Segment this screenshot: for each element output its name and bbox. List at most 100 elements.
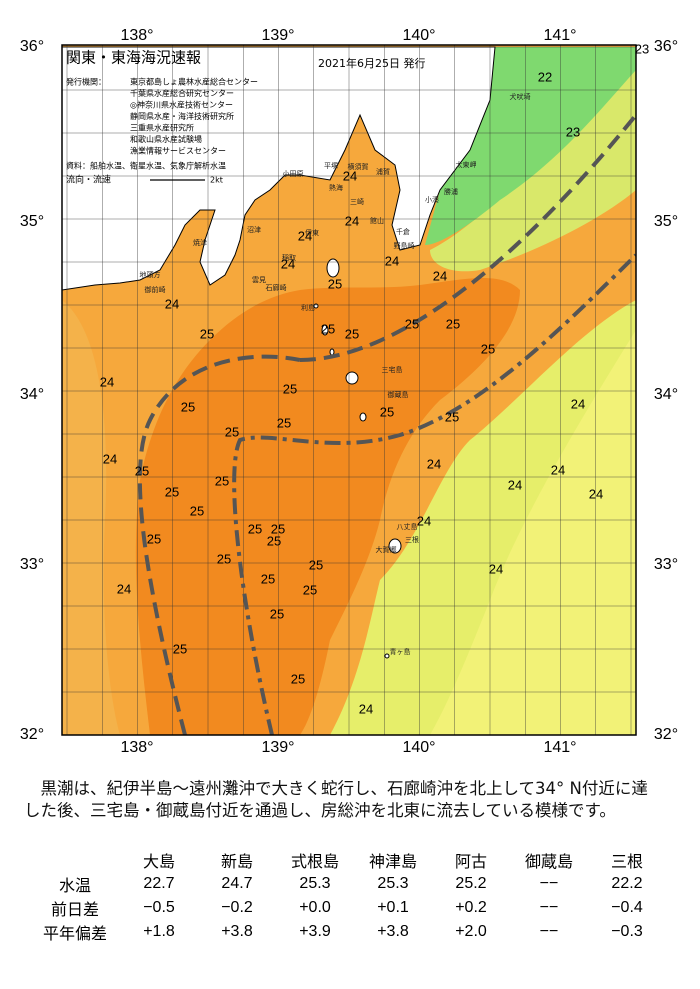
latitude-label: 33° (20, 556, 44, 573)
temperature-label: 24 (298, 228, 312, 243)
longitude-label: 139° (261, 27, 294, 44)
column-header: 式根島 (290, 854, 339, 871)
source: 資料：船舶水温、衛星水温、気象庁解析水温 (66, 161, 226, 171)
temperature-label: 24 (427, 456, 441, 471)
issuer: 千葉県水産総合研究センター (130, 88, 234, 98)
place-name: 伊東 (305, 228, 319, 237)
table-cell: −0.4 (611, 899, 643, 916)
place-name: 勝浦 (444, 187, 458, 196)
temperature-label: 25 (135, 463, 149, 478)
longitude-label: 139° (261, 739, 294, 756)
table-cell: 25.2 (455, 875, 487, 892)
temperature-label: 24 (100, 374, 114, 389)
table-cell: +0.1 (377, 899, 409, 916)
place-name: 青ヶ島 (390, 647, 411, 656)
table-cell: 24.7 (221, 875, 253, 892)
table-header: 大島 新島 式根島 神津島 阿古 御蔵島 三根 (30, 848, 666, 872)
row-header: 水温 (58, 878, 91, 895)
temperature-label: 25 (225, 424, 239, 439)
latitude-label: 32° (654, 726, 678, 743)
table-cell: 22.2 (611, 875, 643, 892)
table-cell: +0.0 (299, 899, 331, 916)
place-name: 犬吠埼 (510, 92, 531, 101)
latitude-label: 32° (20, 726, 44, 743)
temperature-label: 25 (283, 381, 297, 396)
corner-cell (30, 848, 120, 872)
temperature-label: 24 (433, 268, 447, 283)
place-name: 横須賀 (348, 162, 369, 171)
temperature-label: 23 (566, 124, 580, 139)
longitude-label: 141° (543, 27, 576, 44)
map-frame (61, 44, 637, 736)
temperature-table: 大島 新島 式根島 神津島 阿古 御蔵島 三根 水温 22.7 24.7 25.3 25.3 25.2 −… (30, 848, 666, 944)
temperature-label: 25 (217, 551, 231, 566)
temperature-label: 25 (147, 531, 161, 546)
place-name: 太東岬 (456, 160, 477, 169)
issuer: 静岡県水産・海洋技術研究所 (130, 111, 234, 121)
temperature-label: 25 (173, 641, 187, 656)
place-name: 三崎 (350, 197, 364, 206)
column-header: 阿古 (454, 854, 487, 871)
temperature-label: 24 (281, 256, 295, 271)
temperature-label: 25 (309, 557, 323, 572)
temperature-label: 25 (270, 606, 284, 621)
temperature-label: 25 (277, 415, 291, 430)
issuer: 東京都島しょ農林水産総合センター (130, 77, 258, 87)
temperature-label: 24 (551, 462, 565, 477)
latitude-label: 36° (654, 38, 678, 55)
map-title: 関東・東海海況速報 (66, 49, 201, 67)
place-name: 御蔵島 (388, 390, 409, 399)
issuer: 三重県水産研究所 (130, 123, 194, 133)
place-name: 小田原 (283, 169, 304, 178)
place-name: 焼津 (193, 238, 207, 247)
temperature-label: 25 (248, 521, 262, 536)
table-cell: +2.0 (455, 923, 487, 940)
table-row: 平年偏差 +1.8 +3.8 +3.9 +3.8 +2.0 −− −0.3 (30, 920, 666, 944)
temperature-label: 25 (291, 671, 305, 686)
temperature-label: 25 (481, 341, 495, 356)
table-cell: 25.3 (377, 875, 409, 892)
place-name: 利島 (301, 303, 315, 312)
temperature-label: 24 (103, 451, 117, 466)
place-name: 小湊 (425, 195, 439, 204)
temperature-label: 25 (267, 533, 281, 548)
table-cell: −− (539, 899, 559, 916)
table-cell: +3.8 (377, 923, 409, 940)
table-row: 前日差 −0.5 −0.2 +0.0 +0.1 +0.2 −− −0.4 (30, 896, 666, 920)
place-name: 大賀郷 (376, 545, 397, 554)
place-name: 野島崎 (394, 241, 415, 250)
temperature-label: 24 (589, 486, 603, 501)
temperature-label: 24 (385, 253, 399, 268)
place-name: 雲見 (252, 276, 266, 284)
place-name: 熱海 (329, 183, 343, 192)
place-name: 御前崎 (145, 285, 166, 294)
table-cell: −− (539, 923, 559, 940)
temperature-label: 25 (405, 316, 419, 331)
latitude-label: 34° (20, 386, 44, 403)
table-cell: +0.2 (455, 899, 487, 916)
temperature-label: 24 (489, 561, 503, 576)
temperature-label: 24 (345, 213, 359, 228)
temperature-label: 25 (321, 321, 335, 336)
temperature-label: 25 (446, 316, 460, 331)
column-header: 新島 (220, 854, 253, 871)
current-label: 流向・流速 (66, 174, 111, 186)
place-name: 沼津 (247, 225, 261, 234)
table-cell: +3.8 (221, 923, 253, 940)
temperature-label: 24 (343, 168, 357, 183)
column-header: 神津島 (368, 854, 417, 871)
temperature-label: 25 (181, 399, 195, 414)
temperature-label: 25 (345, 326, 359, 341)
temperature-label: 24 (417, 513, 431, 528)
longitude-label: 138° (120, 27, 153, 44)
column-header: 御蔵島 (524, 854, 573, 871)
table-cell: −0.5 (143, 899, 175, 916)
latitude-label: 34° (654, 386, 678, 403)
temperature-label: 24 (508, 477, 522, 492)
table-cell: −0.2 (221, 899, 253, 916)
temperature-label: 24 (359, 701, 373, 716)
temperature-label: 24 (165, 296, 179, 311)
temperature-label: 25 (328, 276, 342, 291)
table-cell: −− (539, 875, 559, 892)
temperature-label: 25 (380, 404, 394, 419)
